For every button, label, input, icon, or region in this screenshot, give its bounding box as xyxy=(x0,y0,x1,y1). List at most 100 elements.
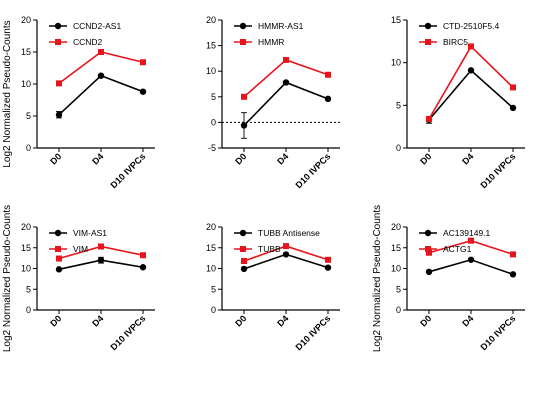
y-tick-label: 10 xyxy=(21,264,31,274)
y-tick-label: 15 xyxy=(391,15,401,25)
y-tick-label: 0 xyxy=(211,117,216,127)
data-point-square xyxy=(468,237,474,244)
data-point-square xyxy=(468,43,474,50)
x-tick-label: D10 IVPCs xyxy=(294,313,333,352)
data-point-square xyxy=(98,49,104,55)
y-tick-label: 0 xyxy=(396,305,401,315)
chart-panel-4: 0 5 10 15 20 D0 D4 D10 IVPCs Log2 Normalized Pse… xyxy=(2,205,155,352)
legend-label: TUBB xyxy=(258,244,281,254)
x-tick-label: D4 xyxy=(460,151,475,166)
y-tick-label: 5 xyxy=(211,92,216,102)
y-tick-label: 0 xyxy=(26,143,31,153)
y-tick-label: 10 xyxy=(391,264,401,274)
series-line-1 xyxy=(58,74,144,116)
data-point-square xyxy=(510,84,516,91)
data-point-circle xyxy=(97,257,105,264)
legend-label: VIM xyxy=(73,244,88,254)
x-tick-label: D4 xyxy=(275,313,290,328)
data-point-square xyxy=(140,59,146,66)
data-point-circle xyxy=(55,111,63,118)
data-point-circle xyxy=(324,264,332,271)
legend-marker-circle xyxy=(239,229,247,237)
y-tick-label: 10 xyxy=(206,66,216,76)
data-point-square xyxy=(56,80,62,87)
y-tick-label: 15 xyxy=(391,243,401,253)
y-tick-label: 5 xyxy=(396,284,401,294)
chart-panel-1: 0 5 10 15 20 D0 D4 D10 IVPCs Log2 Normalized Pse… xyxy=(2,15,155,190)
legend-marker-square xyxy=(55,246,61,252)
x-tick-label: D4 xyxy=(460,313,475,328)
data-point-circle xyxy=(97,72,105,79)
data-point-square xyxy=(241,258,247,265)
chart-panel-5: 0 5 10 15 20 D0 D4 D10 IVPCs TUBB Antisense TUBB xyxy=(206,222,340,352)
y-tick-label: 15 xyxy=(21,243,31,253)
y-tick-label: 0 xyxy=(26,305,31,315)
x-tick-label: D0 xyxy=(48,151,63,166)
x-tick-label: D4 xyxy=(90,313,105,328)
legend-label: CCND2-AS1 xyxy=(73,21,121,31)
legend-marker-circle xyxy=(424,229,432,237)
y-axis-label: Log2 Normalized Pseudo-Counts xyxy=(2,20,13,167)
x-tick-label: D10 IVPCs xyxy=(109,313,148,352)
x-tick-label: D10 IVPCs xyxy=(109,151,148,190)
legend-marker-square xyxy=(240,39,246,45)
series-line-1 xyxy=(243,81,329,127)
y-axis-label: Log2 Normalized Pseudo-Counts xyxy=(372,205,383,352)
data-point-square xyxy=(241,93,247,100)
legend-marker-circle xyxy=(424,22,432,30)
y-tick-label: 0 xyxy=(396,143,401,153)
data-point-square xyxy=(510,251,516,258)
legend-marker-circle xyxy=(239,22,247,30)
y-tick-label: 20 xyxy=(206,222,216,232)
data-point-square xyxy=(283,243,289,250)
y-tick-label: 15 xyxy=(206,243,216,253)
x-tick-label: D0 xyxy=(418,151,433,166)
y-tick-label: 15 xyxy=(21,47,31,57)
y-tick-label: 20 xyxy=(206,15,216,25)
y-axis-label: Log2 Normalized Pseudo-Counts xyxy=(2,205,13,352)
legend-marker-square xyxy=(425,246,431,252)
y-tick-label: 20 xyxy=(391,222,401,232)
y-tick-label: 20 xyxy=(21,15,31,25)
chart-panel-6: 0 5 10 15 20 D0 D4 D10 IVPCs Log2 Normalized Pse… xyxy=(372,205,525,352)
legend-marker-circle xyxy=(54,229,62,237)
y-tick-label: 0 xyxy=(211,305,216,315)
x-tick-label: D10 IVPCs xyxy=(479,151,518,190)
y-tick-label: 5 xyxy=(26,111,31,121)
legend-label: VIM-AS1 xyxy=(73,228,107,238)
data-point-square xyxy=(325,256,331,263)
data-point-circle xyxy=(139,88,147,95)
data-point-square xyxy=(325,71,331,78)
y-tick-label: -5 xyxy=(208,143,216,153)
legend-marker-circle xyxy=(54,22,62,30)
legend-label: BIRC5 xyxy=(443,37,468,47)
data-point-circle xyxy=(240,265,248,273)
data-point-circle xyxy=(425,268,433,276)
x-tick-label: D0 xyxy=(48,313,63,328)
x-tick-label: D0 xyxy=(233,151,248,166)
data-point-circle xyxy=(324,95,332,103)
data-point-square xyxy=(56,255,62,262)
data-point-square xyxy=(283,56,289,63)
y-tick-label: 15 xyxy=(206,41,216,51)
y-tick-label: 10 xyxy=(206,264,216,274)
legend-label: AC139149.1 xyxy=(443,228,491,238)
data-point-circle xyxy=(139,264,147,271)
legend-label: CTD-2510F5.4 xyxy=(443,21,499,31)
data-point-square xyxy=(426,249,432,256)
x-tick-label: D10 IVPCs xyxy=(294,151,333,190)
legend-label: HMMR xyxy=(258,37,284,47)
data-point-circle xyxy=(55,266,63,273)
legend-marker-square xyxy=(55,39,61,45)
y-tick-label: 5 xyxy=(396,100,401,110)
legend-label: CCND2 xyxy=(73,37,103,47)
data-point-square xyxy=(140,252,146,259)
legend-marker-square xyxy=(425,39,431,45)
y-tick-label: 20 xyxy=(21,222,31,232)
data-point-circle xyxy=(467,256,475,263)
chart-panel-2: -5 0 5 10 15 20 D0 D4 D10 IVPCs HMMR-AS1 HMMR xyxy=(206,15,340,190)
x-tick-label: D10 IVPCs xyxy=(479,313,518,352)
y-tick-label: 5 xyxy=(26,284,31,294)
